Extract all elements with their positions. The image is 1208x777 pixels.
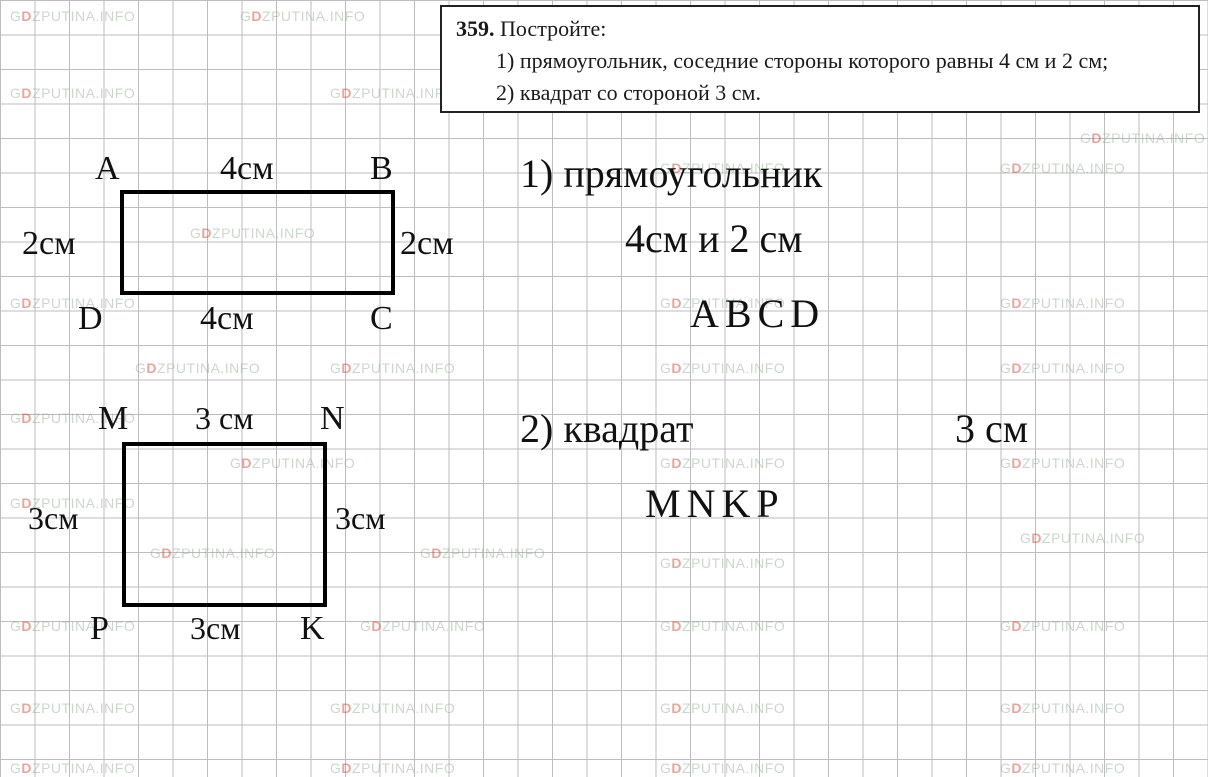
problem-title: Постройте: <box>500 16 606 41</box>
rectangle-abcd <box>120 190 395 295</box>
vertex-m: M <box>98 400 128 438</box>
note2-line2: MNKP <box>645 480 785 527</box>
rect-left-label: 2см <box>22 225 76 263</box>
square-mnkp <box>122 442 327 607</box>
problem-number: 359. <box>456 16 495 41</box>
rect-bottom-label: 4см <box>200 300 254 338</box>
vertex-c: C <box>370 300 393 338</box>
vertex-a: A <box>95 150 120 188</box>
vertex-k: K <box>300 610 325 648</box>
note1-line3: ABCD <box>690 290 825 337</box>
problem-box: 359. Постройте: 1) прямоугольник, соседн… <box>440 5 1200 113</box>
sq-top-label: 3 см <box>195 400 253 437</box>
vertex-n: N <box>320 400 345 438</box>
vertex-d: D <box>78 300 103 338</box>
note1-line1: 1) прямоугольник <box>520 150 822 197</box>
rect-right-label: 2см <box>400 225 454 263</box>
sq-right-label: 3см <box>335 500 385 537</box>
note1-line2: 4см и 2 см <box>625 215 803 262</box>
grid-background <box>0 0 1208 777</box>
problem-line1: 1) прямоугольник, соседние стороны котор… <box>456 45 1108 77</box>
note2-line1: 2) квадрат <box>520 405 693 452</box>
note2-side: 3 см <box>955 405 1028 452</box>
vertex-p: P <box>90 610 109 648</box>
vertex-b: B <box>370 150 393 188</box>
problem-line2: 2) квадрат со стороной 3 см. <box>456 77 761 109</box>
rect-top-label: 4см <box>220 150 274 188</box>
sq-left-label: 3см <box>28 500 78 537</box>
sq-bottom-label: 3см <box>190 610 240 647</box>
